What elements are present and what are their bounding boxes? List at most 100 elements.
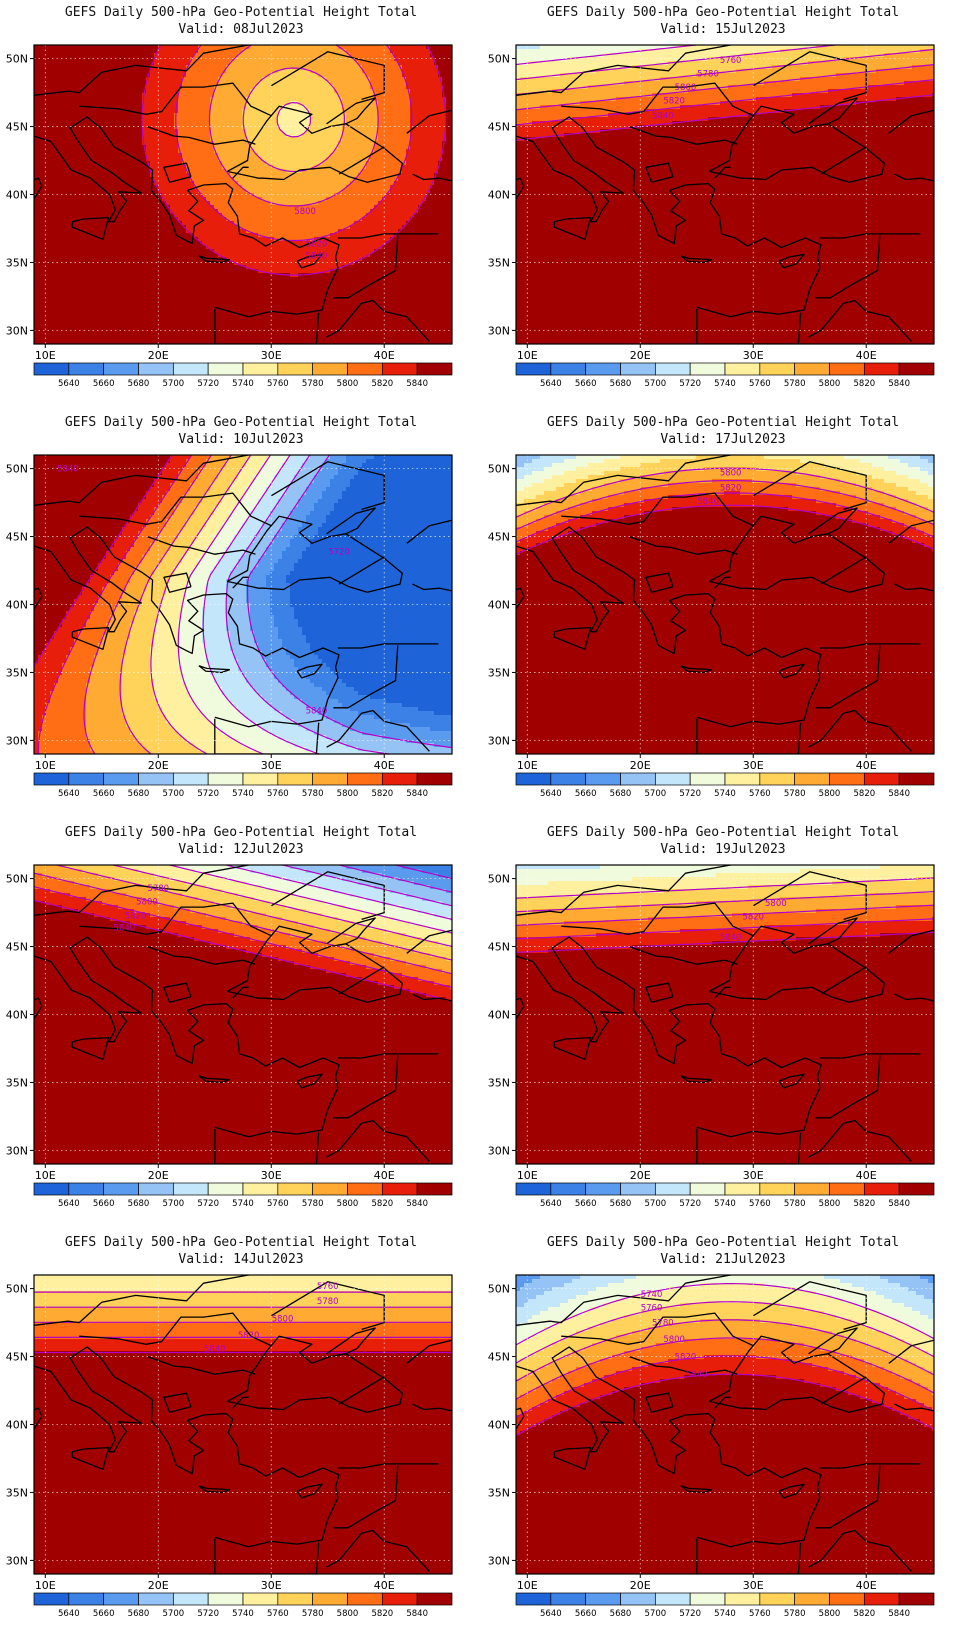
colorbar-swatch — [899, 363, 934, 375]
colorbar-swatch — [104, 1183, 139, 1195]
contour-label: 5840 — [697, 497, 719, 507]
contour-label: 5780 — [147, 884, 169, 894]
map-panel: GEFS Daily 500-hPa Geo-Potential Height … — [0, 0, 482, 410]
contour-label: 5760 — [317, 1282, 339, 1292]
lon-tick-label: 40E — [856, 759, 877, 772]
contour-label: 5840 — [204, 1344, 226, 1354]
lat-tick-label: 40N — [488, 1419, 510, 1432]
contour-label: 5760 — [720, 56, 742, 66]
colorbar-swatch — [139, 1183, 174, 1195]
lat-tick-label: 40N — [6, 1009, 28, 1022]
colorbar-swatch — [417, 1593, 452, 1605]
lon-tick-label: 10E — [517, 1169, 538, 1182]
contour-label: 5820 — [663, 97, 685, 107]
lat-tick-label: 40N — [6, 599, 28, 612]
colorbar-level-label: 5680 — [610, 1199, 632, 1209]
contour-label: 5800 — [675, 83, 697, 93]
colorbar-swatch — [104, 363, 139, 375]
colorbar-swatch — [586, 363, 621, 375]
colorbar-level-label: 5840 — [888, 789, 910, 799]
colorbar-level-label: 5640 — [540, 789, 562, 799]
lon-tick-label: 10E — [35, 1579, 56, 1592]
colorbar-swatch — [586, 773, 621, 785]
lat-tick-label: 30N — [488, 1554, 510, 1567]
colorbar-swatch — [208, 773, 243, 785]
contour-label: 5780 — [317, 1297, 339, 1307]
colorbar-level-label: 5680 — [610, 1609, 632, 1619]
lat-tick-label: 40N — [6, 1419, 28, 1432]
lat-tick-label: 35N — [488, 256, 510, 269]
colorbar-level-label: 5680 — [128, 1609, 150, 1619]
lon-tick-label: 20E — [148, 349, 169, 362]
contour-label: 5840 — [306, 252, 328, 262]
lat-tick-label: 40N — [488, 189, 510, 202]
colorbar-swatch — [830, 363, 865, 375]
map-panel: GEFS Daily 500-hPa Geo-Potential Height … — [482, 0, 964, 410]
contour-label: 5840 — [686, 1370, 708, 1380]
lon-tick-label: 30E — [261, 1579, 282, 1592]
lat-tick-label: 50N — [488, 1283, 510, 1296]
lon-tick-label: 20E — [630, 759, 651, 772]
colorbar-level-label: 5780 — [784, 789, 806, 799]
lon-tick-label: 20E — [630, 1579, 651, 1592]
colorbar-swatch — [69, 1183, 104, 1195]
colorbar-swatch — [278, 1593, 313, 1605]
colorbar-swatch — [899, 1183, 934, 1195]
lat-tick-label: 35N — [6, 1486, 28, 1499]
colorbar-swatch — [313, 1593, 348, 1605]
colorbar-level-label: 5800 — [337, 1609, 359, 1619]
colorbar-swatch — [417, 773, 452, 785]
colorbar-level-label: 5820 — [372, 789, 394, 799]
colorbar-level-label: 5680 — [128, 789, 150, 799]
colorbar-level-label: 5780 — [302, 1609, 324, 1619]
lon-tick-label: 20E — [148, 1169, 169, 1182]
colorbar-level-label: 5640 — [58, 1199, 80, 1209]
colorbar-swatch — [830, 1593, 865, 1605]
colorbar-level-label: 5700 — [163, 1199, 185, 1209]
colorbar-swatch — [382, 1183, 417, 1195]
lon-tick-label: 30E — [261, 759, 282, 772]
colorbar-level-label: 5780 — [302, 379, 324, 389]
contour-label: 5820 — [742, 913, 764, 923]
colorbar-swatch — [34, 363, 69, 375]
lon-tick-label: 40E — [856, 349, 877, 362]
lat-tick-label: 50N — [6, 873, 28, 886]
colorbar-level-label: 5740 — [714, 789, 736, 799]
contour-label: 5820 — [238, 1331, 260, 1341]
lon-tick-label: 20E — [148, 1579, 169, 1592]
colorbar-level-label: 5800 — [819, 789, 841, 799]
colorbar-level-label: 5760 — [749, 789, 771, 799]
colorbar-swatch — [208, 1593, 243, 1605]
colorbar-level-label: 5760 — [749, 1609, 771, 1619]
lon-tick-label: 40E — [856, 1579, 877, 1592]
colorbar-swatch — [382, 1593, 417, 1605]
colorbar-level-label: 5800 — [819, 379, 841, 389]
colorbar-swatch — [313, 363, 348, 375]
colorbar: 5640 5660 5680 5700 5720 5740 5760 5780 5800 5820… — [516, 773, 934, 799]
colorbar-swatch — [725, 1183, 760, 1195]
lat-tick-label: 35N — [488, 1076, 510, 1089]
colorbar-level-label: 5700 — [645, 789, 667, 799]
lat-tick-label: 45N — [488, 1351, 510, 1364]
colorbar-swatch — [830, 1183, 865, 1195]
lat-tick-label: 35N — [6, 666, 28, 679]
colorbar-level-label: 5820 — [854, 789, 876, 799]
colorbar-level-label: 5740 — [232, 789, 254, 799]
contour-label: 5800 — [136, 898, 158, 908]
colorbar: 5640 5660 5680 5700 5720 5740 5760 5780 5800 5820… — [516, 363, 934, 389]
lat-tick-label: 40N — [488, 1009, 510, 1022]
colorbar-swatch — [69, 773, 104, 785]
contour-label: 5840 — [652, 112, 674, 122]
colorbar-level-label: 5640 — [540, 1199, 562, 1209]
map-panel: GEFS Daily 500-hPa Geo-Potential Height … — [0, 410, 482, 820]
map-panel: GEFS Daily 500-hPa Geo-Potential Height … — [482, 820, 964, 1230]
colorbar-swatch — [899, 773, 934, 785]
colorbar-level-label: 5800 — [337, 1199, 359, 1209]
colorbar-level-label: 5840 — [406, 789, 428, 799]
colorbar-level-label: 5760 — [267, 379, 289, 389]
colorbar-swatch — [34, 1593, 69, 1605]
colorbar-level-label: 5660 — [93, 379, 115, 389]
colorbar-swatch — [173, 363, 208, 375]
